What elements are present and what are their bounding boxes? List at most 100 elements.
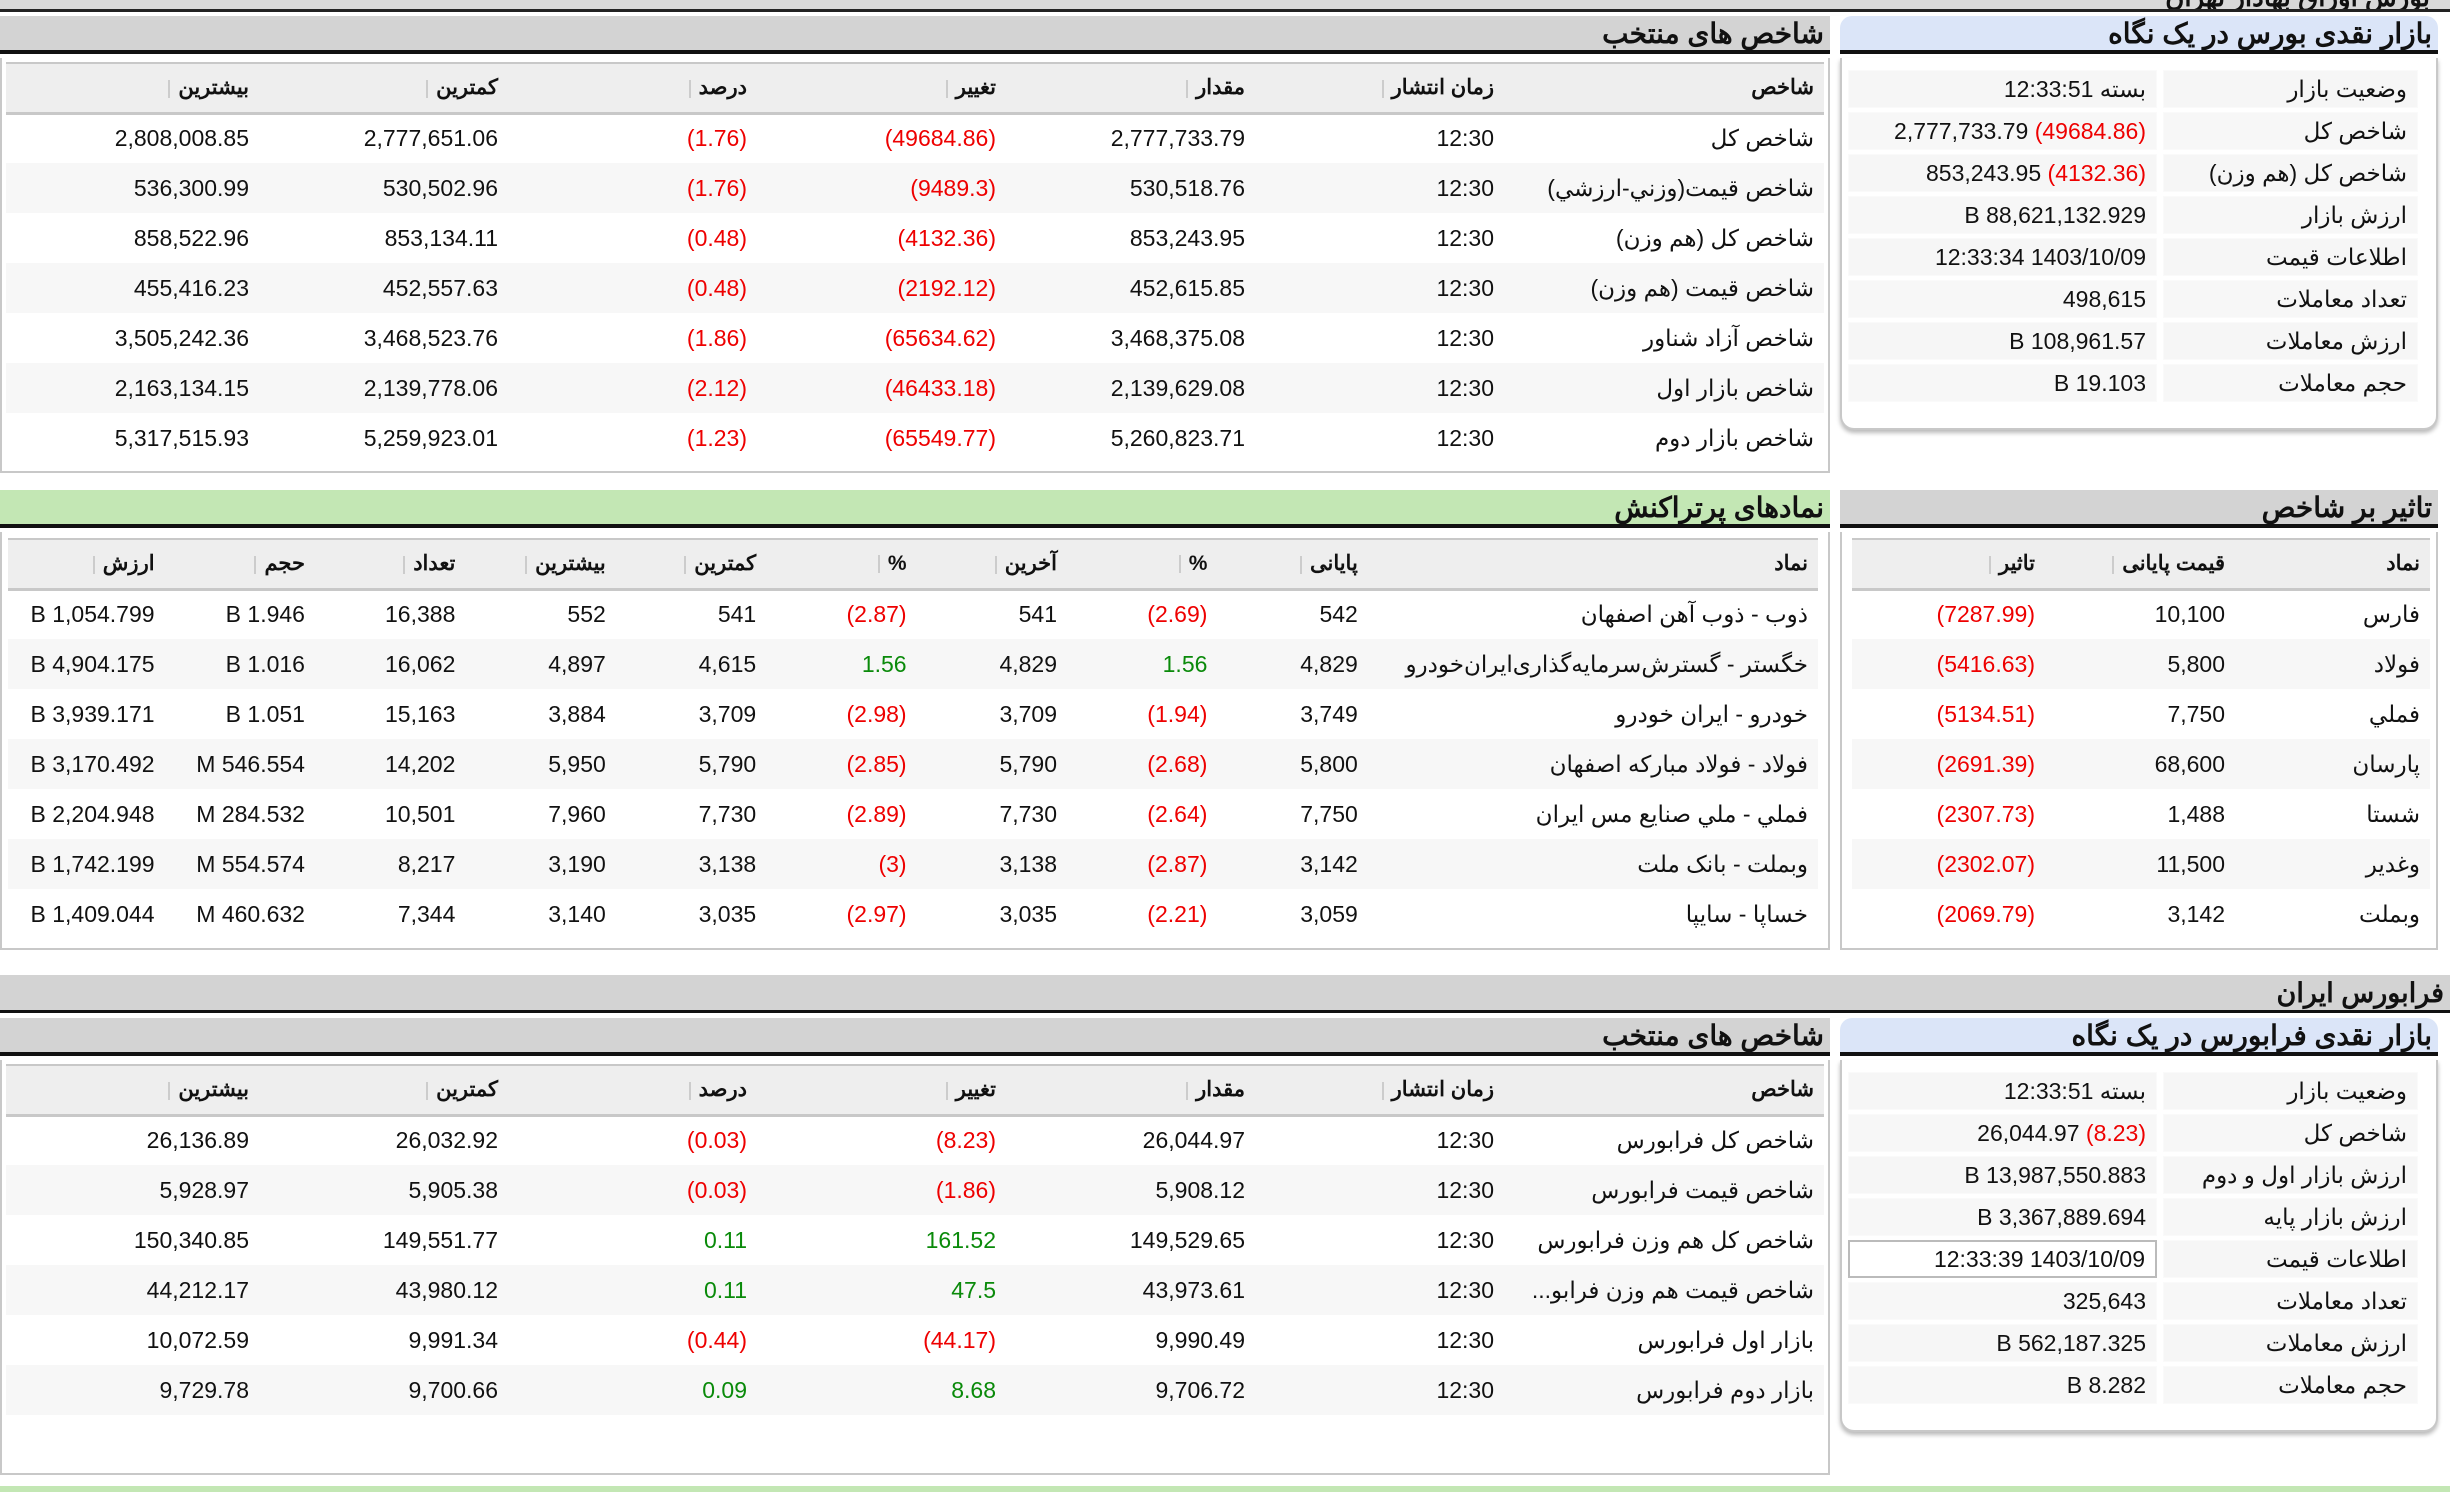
impact-row[interactable]: وغدير 11,500 (2302.07): [1852, 839, 2430, 889]
summary-label: ارزش بازار: [2163, 196, 2418, 234]
table-cell: 452,557.63: [259, 263, 508, 313]
impact-row[interactable]: شستا 1,488 (2307.73): [1852, 789, 2430, 839]
table-cell[interactable]: شاخص کل (هم وزن): [1615, 224, 1814, 251]
table-cell: 5,905.38: [259, 1165, 508, 1215]
table-cell[interactable]: خودرو - ایران‌ خودرو: [1615, 700, 1808, 727]
column-header[interactable]: درصد: [508, 62, 757, 115]
column-header[interactable]: حجم: [164, 538, 315, 591]
table-cell[interactable]: شاخص قیمت هم وزن فرابو...: [1504, 1265, 1824, 1315]
column-header[interactable]: تغییر: [757, 62, 1006, 115]
table-cell[interactable]: فولاد - فولاد مبارکه اصفهان: [1367, 739, 1818, 789]
symbol-row[interactable]: فولاد - فولاد مبارکه اصفهان 5,800 (2.68) 5,…: [8, 739, 1818, 789]
column-header[interactable]: کمترین: [259, 62, 508, 115]
table-cell[interactable]: شاخص کل فرابورس: [1616, 1127, 1814, 1154]
symbol-row[interactable]: خگستر - گسترش‌سرمایه‌گذاری‌ایران‌خودرو 4,…: [8, 639, 1818, 689]
column-header[interactable]: تعداد: [314, 538, 466, 591]
column-header[interactable]: مقدار: [1006, 62, 1255, 115]
table-cell[interactable]: شاخص کل: [1710, 125, 1814, 152]
index-row[interactable]: شاخص کل (هم وزن) 12:30 853,243.95 (4132.36)…: [6, 213, 1824, 263]
column-header[interactable]: بیشترین: [6, 1064, 259, 1117]
index-row[interactable]: شاخص بازار دوم 12:30 5,260,823.71 (65549.77…: [6, 413, 1824, 463]
column-separator: [403, 555, 406, 574]
column-header[interactable]: مقدار: [1006, 1064, 1255, 1117]
table-cell[interactable]: وغدير: [2235, 839, 2430, 889]
impact-row[interactable]: فملي 7,750 (5134.51): [1852, 689, 2430, 739]
column-header[interactable]: بیشترین: [465, 538, 616, 591]
index-row[interactable]: شاخص قیمت فرابورس 12:30 5,908.12 (1.86) (0.0…: [6, 1165, 1824, 1215]
column-header[interactable]: قیمت پایانی: [2045, 538, 2235, 591]
column-header[interactable]: شاخص: [1504, 62, 1824, 115]
table-cell: (3): [766, 839, 917, 889]
symbol-row[interactable]: خودرو - ایران‌ خودرو 3,749 (1.94) 3,709 (2.9…: [8, 689, 1818, 739]
column-header[interactable]: بیشترین: [6, 62, 259, 115]
table-cell[interactable]: شاخص قيمت(وزني-ارزشي): [1504, 163, 1824, 213]
column-header[interactable]: %: [1067, 538, 1218, 591]
table-cell[interactable]: شاخص بازار دوم: [1654, 424, 1814, 451]
index-row[interactable]: شاخص قیمت (هم وزن) 12:30 452,615.85 (2192.1…: [6, 263, 1824, 313]
table-cell[interactable]: فولاد: [2235, 639, 2430, 689]
column-header[interactable]: کمترین: [615, 538, 767, 591]
table-cell[interactable]: فارس: [2362, 601, 2420, 628]
table-cell[interactable]: خگستر - گسترش‌سرمایه‌گذاری‌ایران‌خودرو: [1367, 639, 1818, 689]
table-cell[interactable]: شاخص بازار اول: [1504, 363, 1824, 413]
index-row[interactable]: بازار دوم فرابورس 12:30 9,706.72 8.68 0.09 9,…: [6, 1365, 1824, 1415]
index-row[interactable]: بازار اول فرابورس 12:30 9,990.49 (44.17) (0.…: [6, 1315, 1824, 1365]
table-cell[interactable]: شستا: [2366, 800, 2420, 827]
indices-table: شاخص زمان انتشار مقدار تغییر درصد کمترین بیشتر…: [6, 62, 1824, 463]
table-cell: 0.09: [508, 1365, 757, 1415]
table-cell[interactable]: وبملت - بانک ملت: [1367, 839, 1818, 889]
summary-row: شاخص کل (49684.86) 2,777,733.79: [1848, 112, 2418, 150]
index-row[interactable]: شاخص قيمت(وزني-ارزشي) 12:30 530,518.76 (948…: [6, 163, 1824, 213]
summary-value-text: 108,961.57 B: [2009, 327, 2146, 354]
table-cell: (65634.62): [884, 324, 996, 351]
table-cell[interactable]: شاخص کل هم وزن فرابورس: [1537, 1226, 1814, 1253]
table-cell[interactable]: فملي - ملي صنايع مس ايران: [1535, 800, 1808, 827]
index-row[interactable]: شاخص کل هم وزن فرابورس 12:30 149,529.65 161…: [6, 1215, 1824, 1265]
column-header-label: تغییر: [955, 76, 996, 100]
index-row[interactable]: شاخص کل فرابورس 12:30 26,044.97 (8.23) (0.03…: [6, 1115, 1824, 1165]
column-header[interactable]: زمان انتشار: [1255, 1064, 1504, 1117]
column-header[interactable]: پایانی: [1217, 538, 1368, 591]
table-cell[interactable]: بازار اول فرابورس: [1637, 1326, 1814, 1353]
impact-row[interactable]: فارس 10,100 (7287.99): [1852, 589, 2430, 639]
symbol-row[interactable]: فملي - ملي صنايع مس ايران 7,750 (2.64) 7,73…: [8, 789, 1818, 839]
column-header[interactable]: تغییر: [757, 1064, 1006, 1117]
index-row[interactable]: شاخص بازار اول 12:30 2,139,629.08 (46433.18…: [6, 363, 1824, 413]
index-row[interactable]: شاخص قیمت هم وزن فرابو... 12:30 43,973.61 4…: [6, 1265, 1824, 1315]
symbol-row[interactable]: خساپا - سايپا 3,059 (2.21) 3,035 (2.97) 3,035…: [8, 889, 1818, 939]
column-separator: [1381, 79, 1384, 98]
table-cell: (4132.36): [897, 224, 996, 251]
table-cell[interactable]: وبملت: [2358, 900, 2420, 927]
column-header[interactable]: شاخص: [1504, 1064, 1824, 1117]
column-header[interactable]: نماد: [1367, 538, 1818, 591]
impact-row[interactable]: پارسان 68,600 (2691.39): [1852, 739, 2430, 789]
symbol-row[interactable]: وبملت - بانک ملت 3,142 (2.87) 3,138 (3) 3,138…: [8, 839, 1818, 889]
impact-row[interactable]: وبملت 3,142 (2069.79): [1852, 889, 2430, 939]
table-cell[interactable]: شاخص قیمت فرابورس: [1504, 1165, 1824, 1215]
table-cell[interactable]: بازار دوم فرابورس: [1504, 1365, 1824, 1415]
table-cell: 3,884: [548, 700, 606, 727]
column-header[interactable]: تاثیر: [1852, 538, 2045, 591]
impact-row[interactable]: فولاد 5,800 (5416.63): [1852, 639, 2430, 689]
column-header[interactable]: کمترین: [259, 1064, 508, 1117]
index-row[interactable]: شاخص آزاد شناور 12:30 3,468,375.08 (65634.6…: [6, 313, 1824, 363]
column-header[interactable]: آخرین: [916, 538, 1067, 591]
column-header[interactable]: %: [766, 538, 917, 591]
table-cell[interactable]: شاخص آزاد شناور: [1642, 324, 1814, 351]
table-cell[interactable]: ذوب - ذوب آهن اصفهان: [1580, 601, 1808, 628]
summary-value-text: 19.103 B: [2053, 369, 2146, 396]
column-header[interactable]: درصد: [508, 1064, 757, 1117]
index-row[interactable]: شاخص کل 12:30 2,777,733.79 (49684.86) (1.76)…: [6, 113, 1824, 163]
table-cell[interactable]: پارسان: [2235, 739, 2430, 789]
table-cell: 12:30: [1255, 163, 1504, 213]
summary-row: ارزش معاملات 562,187.325 B: [1848, 1324, 2418, 1362]
table-cell[interactable]: شاخص قیمت (هم وزن): [1504, 263, 1824, 313]
column-header-label: تعداد: [413, 552, 456, 576]
column-header[interactable]: ارزش: [8, 538, 165, 591]
column-separator: [945, 79, 948, 98]
table-cell[interactable]: فملي: [2368, 700, 2420, 727]
table-cell[interactable]: خساپا - سايپا: [1685, 900, 1808, 927]
column-header[interactable]: نماد: [2235, 538, 2430, 591]
column-header[interactable]: زمان انتشار: [1255, 62, 1504, 115]
symbol-row[interactable]: ذوب - ذوب آهن اصفهان 542 (2.69) 541 (2.87) 54…: [8, 589, 1818, 639]
